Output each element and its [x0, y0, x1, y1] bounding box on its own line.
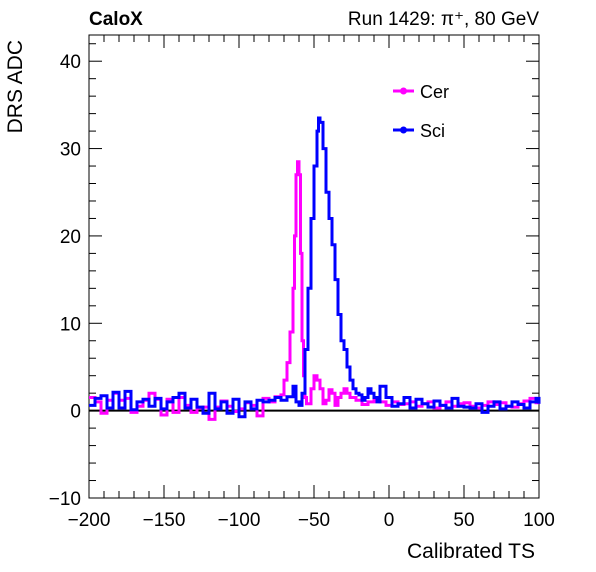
series-line-sci: [89, 116, 541, 419]
y-tick-label: 40: [60, 52, 81, 73]
legend-cer-label: Cer: [420, 82, 449, 102]
axis-ticks: [88, 35, 540, 499]
x-tick-label: −150: [143, 510, 186, 531]
y-tick-label: 20: [60, 227, 81, 248]
y-tick-label: 0: [70, 402, 81, 423]
x-tick-label: 50: [453, 510, 474, 531]
series-lines: [89, 116, 541, 421]
y-axis-title: DRS ADC: [4, 40, 27, 133]
legend-cer-marker: [400, 87, 407, 95]
y-tick-label: 10: [60, 314, 81, 335]
legend-sci-marker: [400, 126, 407, 134]
y-tick-label: −10: [49, 489, 81, 510]
legend-sci-label: Sci: [420, 121, 445, 141]
x-axis-title: Calibrated TS: [407, 540, 535, 563]
experiment-label: CaloX: [89, 9, 143, 30]
x-tick-label: 0: [384, 510, 395, 531]
x-tick-label: −50: [298, 510, 330, 531]
x-tick-label: −200: [68, 510, 111, 531]
plot-frame: [88, 34, 540, 499]
legend: Cer Sci: [393, 82, 449, 141]
x-tick-label: 100: [523, 510, 555, 531]
y-tick-label: 30: [60, 140, 81, 161]
x-tick-label: −100: [218, 510, 261, 531]
run-info-label: Run 1429: π⁺, 80 GeV: [348, 9, 539, 30]
